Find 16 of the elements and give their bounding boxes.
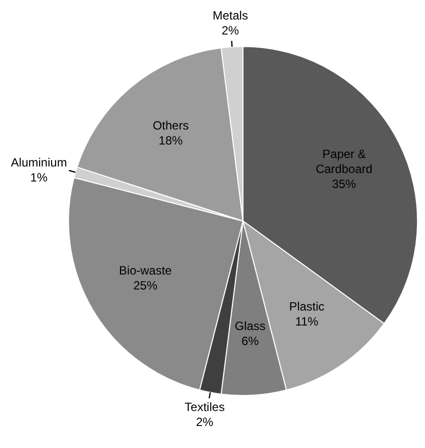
data-label: 1% [30, 170, 48, 184]
data-label: 2% [222, 24, 240, 38]
slice-label: Plastic [289, 300, 324, 314]
data-label: 11% [295, 314, 319, 329]
slice-label: Others [152, 118, 189, 132]
slice-label: Bio-waste [119, 264, 172, 278]
slice-label: Paper & Cardboard [316, 146, 372, 176]
slice-label: Glass [234, 319, 266, 334]
data-label: 25% [133, 278, 158, 293]
data-label: 18% [158, 133, 184, 148]
slice-label: Aluminium [10, 155, 67, 170]
data-label: 35% [332, 176, 356, 191]
slice-label: Metals [212, 8, 248, 23]
data-label: 2% [196, 414, 214, 429]
slice-label: Textiles [184, 400, 225, 414]
data-label: 6% [241, 334, 260, 348]
